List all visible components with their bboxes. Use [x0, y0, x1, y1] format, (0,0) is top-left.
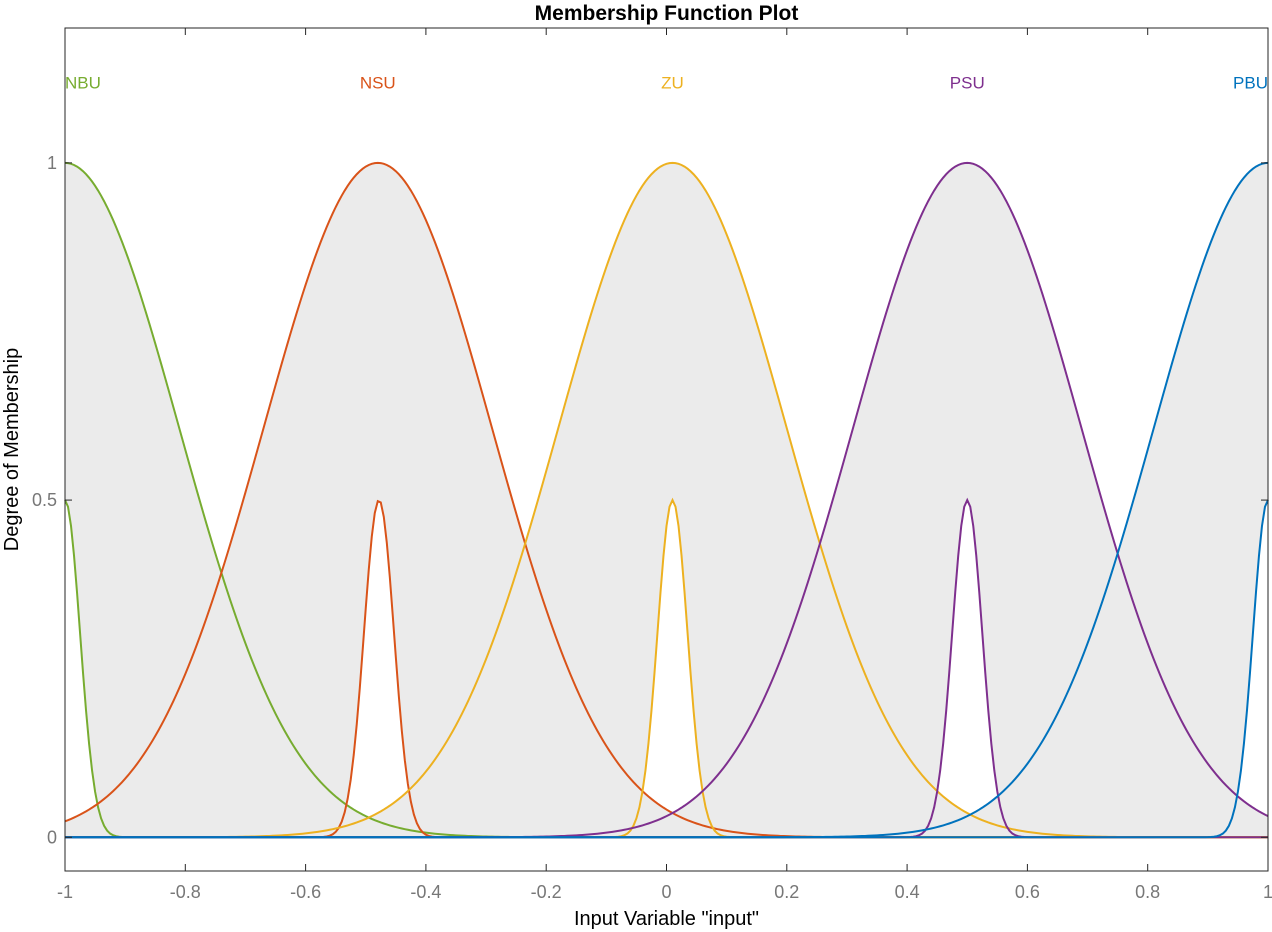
zu-upper-curve — [65, 161, 1268, 839]
x-tick-label: 0 — [661, 882, 671, 902]
y-tick-label: 0.5 — [32, 490, 57, 510]
membership-curves — [64, 161, 1269, 839]
x-tick-label: 0.4 — [895, 882, 920, 902]
x-tick-label: 0.2 — [774, 882, 799, 902]
x-axis-label: Input Variable "input" — [574, 908, 759, 930]
psu-label: PSU — [950, 74, 985, 93]
mf-labels: NBU NSU ZU PSU PBU — [65, 74, 1268, 93]
y-axis-ticks: 00.51 — [32, 153, 1268, 847]
nsu-label: NSU — [360, 74, 396, 93]
x-tick-label: 1 — [1263, 882, 1272, 902]
pbu-lower-curve — [65, 499, 1269, 839]
x-axis-ticks: -1 -0.8 -0.6 -0.4 -0.2 0 0.2 0.4 0.6 0.8 1 — [57, 28, 1272, 902]
x-tick-label: 0.6 — [1015, 882, 1040, 902]
x-tick-label: -1 — [57, 882, 73, 902]
y-tick-label: 0 — [47, 827, 57, 847]
chart-title: Membership Function Plot — [535, 2, 799, 25]
nsu-footprint — [65, 162, 1268, 838]
x-tick-label: -0.2 — [531, 882, 562, 902]
pbu-label: PBU — [1233, 74, 1268, 93]
footprint-fills — [65, 162, 1268, 838]
zu-label: ZU — [661, 74, 684, 93]
y-tick-label: 1 — [47, 153, 57, 173]
y-axis-label: Degree of Membership — [1, 348, 23, 551]
psu-footprint — [65, 162, 1268, 838]
nbu-label: NBU — [65, 74, 101, 93]
x-tick-label: -0.8 — [170, 882, 201, 902]
pbu-footprint — [65, 162, 1268, 838]
x-tick-label: -0.6 — [290, 882, 321, 902]
zu-footprint — [65, 162, 1268, 838]
x-tick-label: 0.8 — [1135, 882, 1160, 902]
x-tick-label: -0.4 — [410, 882, 441, 902]
